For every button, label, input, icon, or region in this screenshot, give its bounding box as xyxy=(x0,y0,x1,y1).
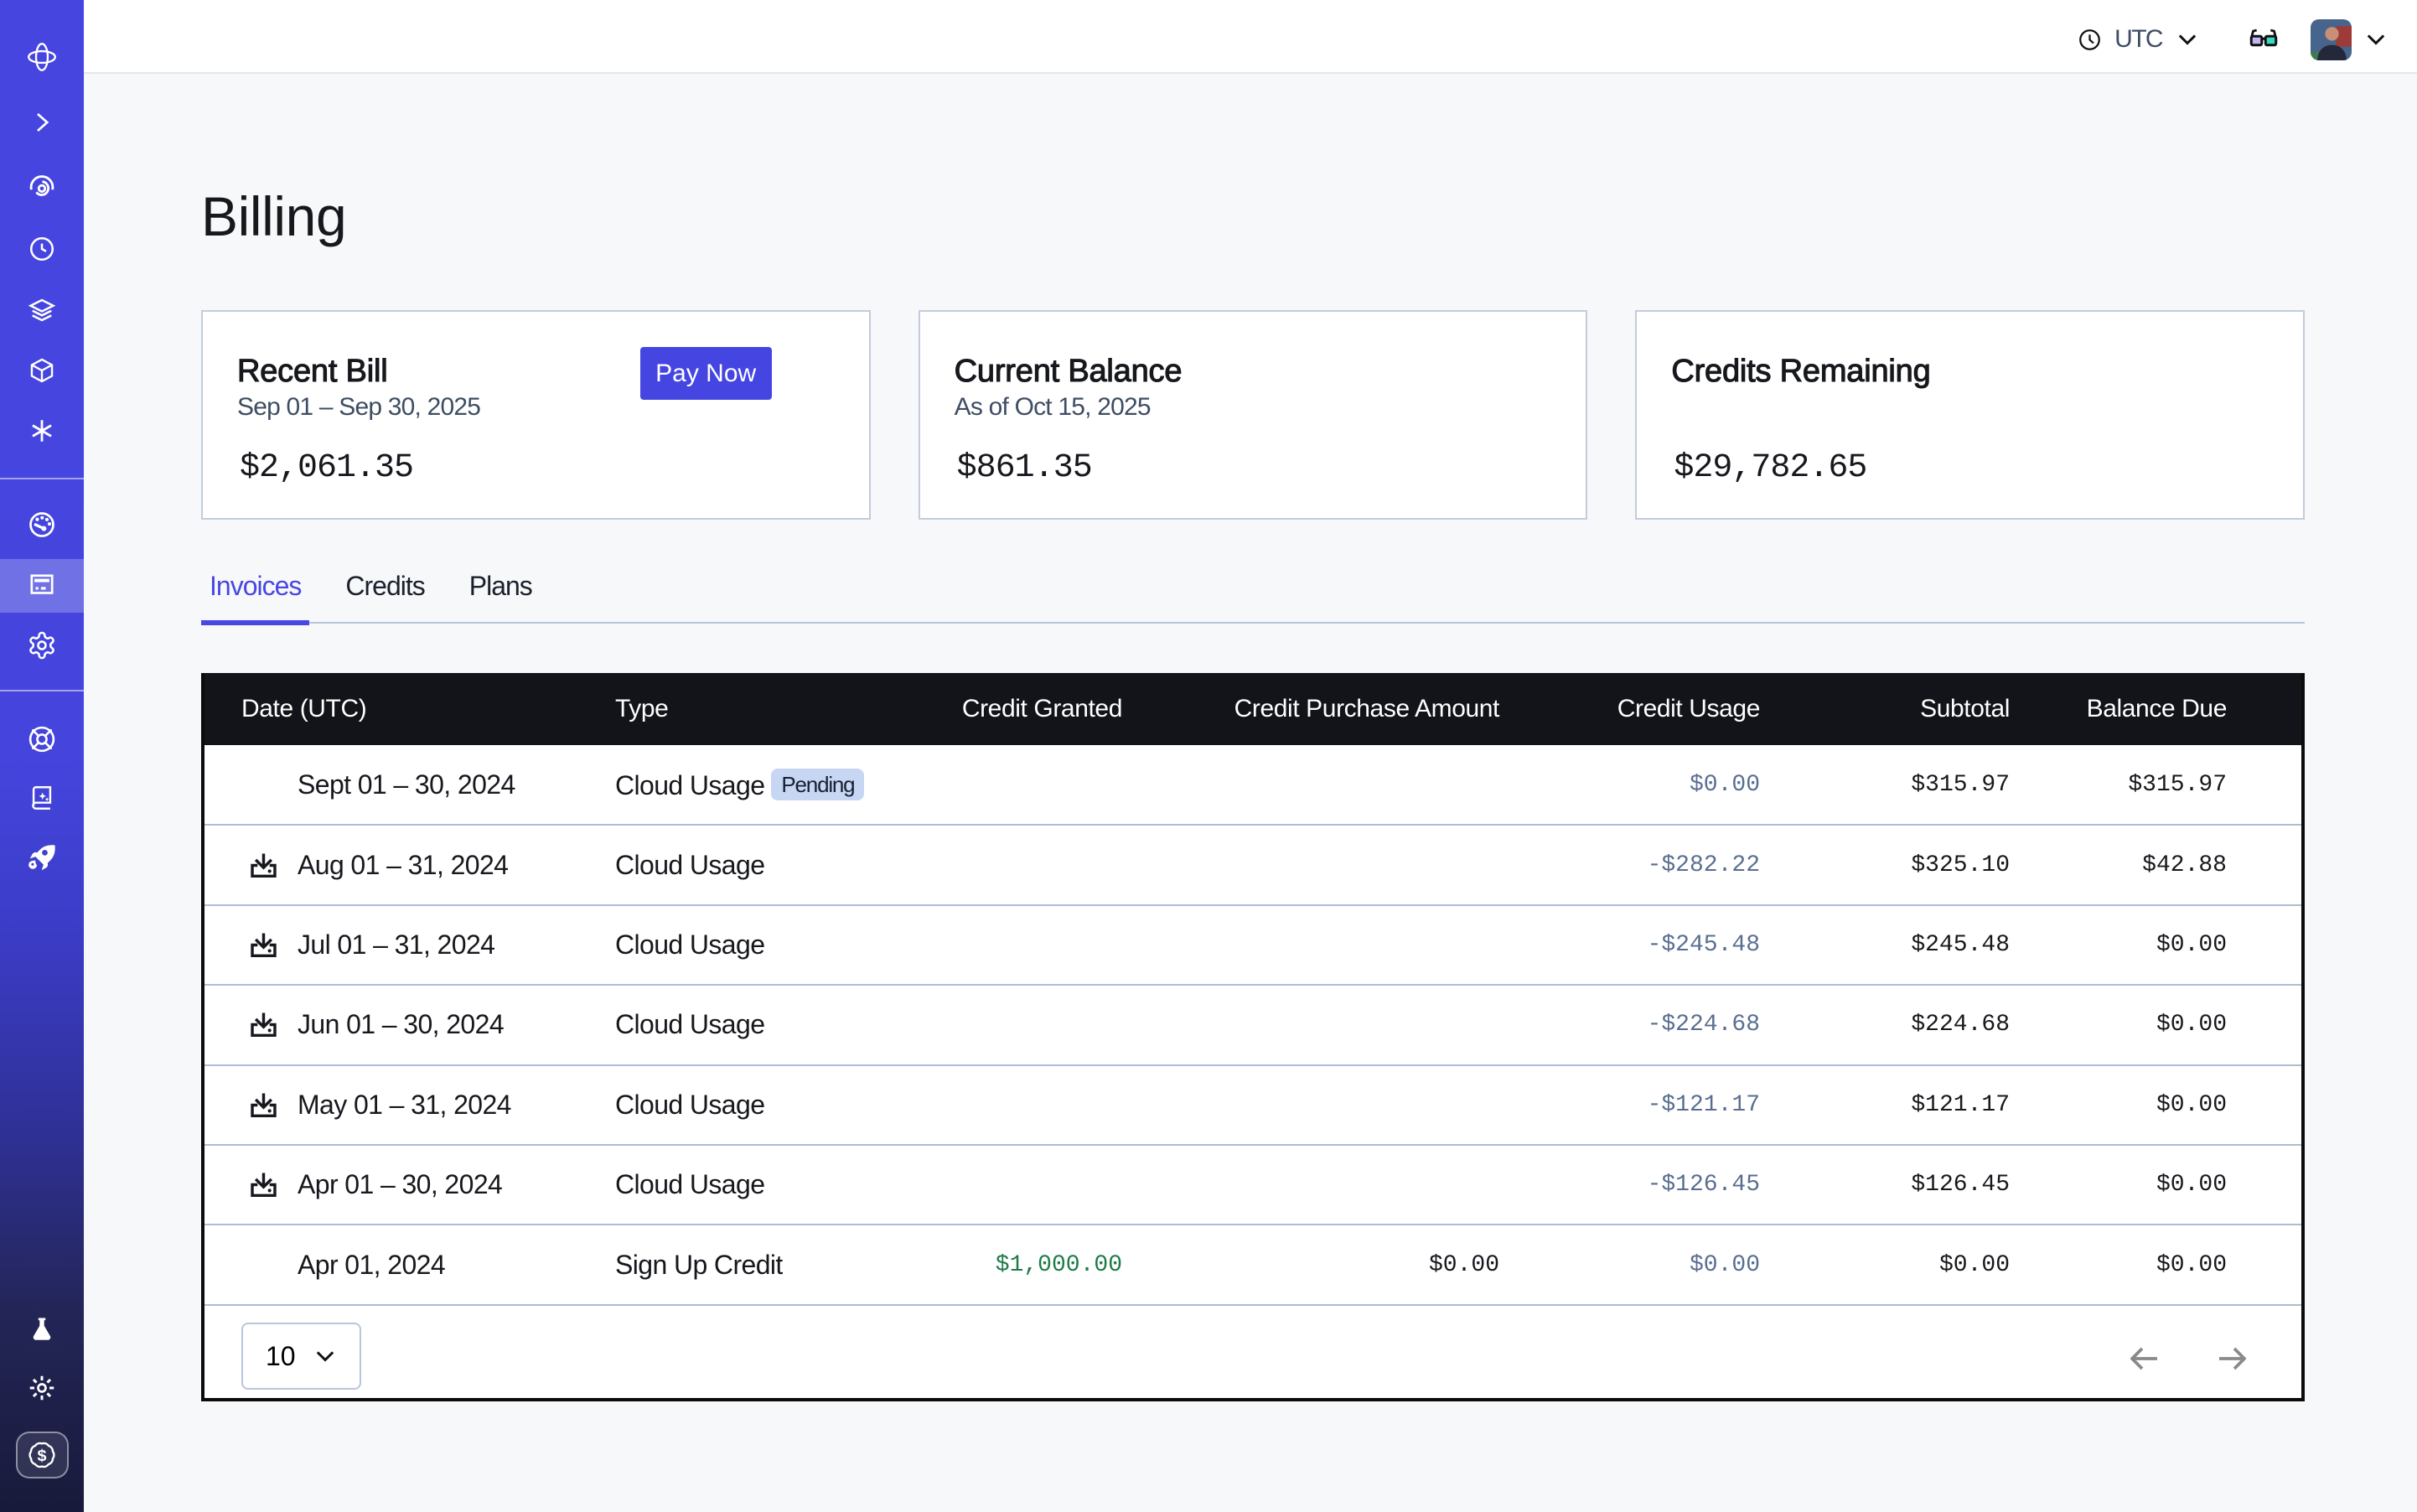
svg-text:$: $ xyxy=(38,1447,47,1465)
